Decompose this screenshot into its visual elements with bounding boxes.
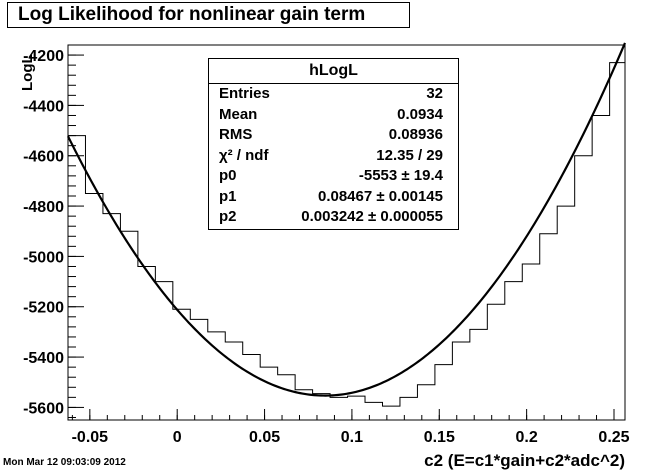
fit-line (67, 42, 627, 397)
stats-row-mean: Mean 0.0934 (209, 105, 458, 126)
x-tick-label: 0.15 (424, 429, 455, 446)
x-tick-label: 0.2 (516, 429, 538, 446)
y-tick-label: -4400 (23, 98, 64, 115)
x-axis: -0.05 0 0.05 0.1 0.15 0.2 0.25 (72, 409, 630, 446)
stats-row-entries: Entries 32 (209, 84, 458, 105)
stats-label: p1 (219, 187, 237, 205)
stats-value: 0.08936 (388, 126, 443, 143)
stats-value: 0.003242 ± 0.000055 (301, 208, 443, 225)
x-tick-label: 0.1 (341, 429, 363, 446)
x-axis-label: c2 (E=c1*gain+c2*adc^2) (424, 451, 625, 470)
stats-label: RMS (219, 126, 253, 143)
y-tick-label: -5600 (23, 400, 64, 417)
y-tick-label: -4600 (23, 149, 64, 166)
x-tick-label: 0 (173, 429, 182, 446)
timestamp: Mon Mar 12 09:03:09 2012 (3, 457, 126, 468)
stats-row-p2: p2 0.003242 ± 0.000055 (209, 207, 458, 228)
stats-label: χ² / ndf (219, 146, 269, 164)
y-tick-label: -5400 (23, 350, 64, 367)
y-tick-label: -5000 (23, 249, 64, 266)
stats-row-rms: RMS 0.08936 (209, 125, 458, 146)
y-tick-label: -4200 (23, 48, 64, 65)
stats-value: -5553 ± 19.4 (358, 167, 443, 184)
stats-label: p0 (219, 167, 237, 184)
stats-label: Entries (219, 85, 270, 102)
stats-value: 32 (426, 85, 443, 102)
stats-value: 0.0934 (397, 105, 443, 123)
stats-row-p1: p1 0.08467 ± 0.00145 (209, 187, 458, 208)
histogram-steps (68, 62, 625, 407)
stats-row-p0: p0 -5553 ± 19.4 (209, 166, 458, 187)
plot-frame (67, 44, 626, 421)
x-tick-label: -0.05 (72, 429, 109, 446)
chart-title: Log Likelihood for nonlinear gain term (7, 2, 410, 28)
stats-value: 0.08467 ± 0.00145 (317, 187, 443, 205)
stats-value: 12.35 / 29 (376, 146, 443, 164)
x-tick-label: 0.25 (598, 429, 629, 446)
y-tick-label: -5200 (23, 300, 64, 317)
fit-curve (67, 42, 627, 397)
y-tick-label: -4800 (23, 199, 64, 216)
stats-box-title: hLogL (209, 59, 458, 84)
y-axis: -5600 -5400 -5200 -5000 -4800 -4600 -4400 -4200 (23, 44, 84, 418)
stats-row-chi2: χ² / ndf 12.35 / 29 (209, 146, 458, 167)
x-tick-label: 0.05 (249, 429, 280, 446)
stats-box: hLogL Entries 32 Mean 0.0934 RMS 0.08936 χ²… (208, 58, 459, 230)
histogram-hLogL (68, 62, 625, 407)
stats-label: Mean (219, 105, 258, 123)
stats-label: p2 (219, 208, 237, 225)
y-axis-label: LogL (19, 54, 36, 91)
